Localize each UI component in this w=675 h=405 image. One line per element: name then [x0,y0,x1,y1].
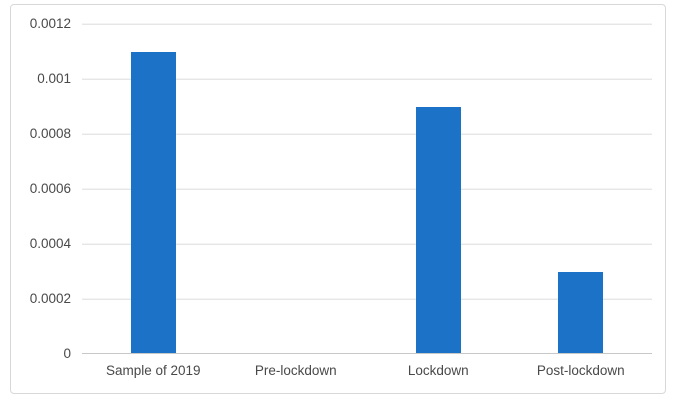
bar-slot-pre-lockdown [225,24,368,354]
bar-slot-post-lockdown [510,24,653,354]
bar-sample-of-2019 [130,51,176,354]
gridline [82,243,652,245]
x-tick-label-pre-lockdown: Pre-lockdown [254,363,337,378]
x-tick-label-post-lockdown: Post-lockdown [536,363,625,378]
x-axis-line [82,352,652,354]
bar-lockdown [415,106,461,354]
chart-frame: 0 0.0002 0.0004 0.0006 0.0008 0.001 0.0012 Sam… [10,4,666,394]
gridline [82,298,652,300]
plot-area [82,23,652,354]
x-tick-label-sample-of-2019: Sample of 2019 [105,363,201,378]
bar-post-lockdown [558,271,604,354]
bars-layer [82,24,652,354]
gridline [82,78,652,80]
gridline [82,23,652,25]
gridline [82,188,652,190]
x-axis-labels: Sample of 2019 Pre-lockdown Lockdown Post-l… [82,363,652,378]
gridline [82,133,652,135]
x-tick-label-lockdown: Lockdown [407,363,469,378]
bar-slot-lockdown [367,24,510,354]
y-axis-labels: 0 0.0002 0.0004 0.0006 0.0008 0.001 0.0012 [29,16,71,361]
bar-slot-sample-of-2019 [82,24,225,354]
